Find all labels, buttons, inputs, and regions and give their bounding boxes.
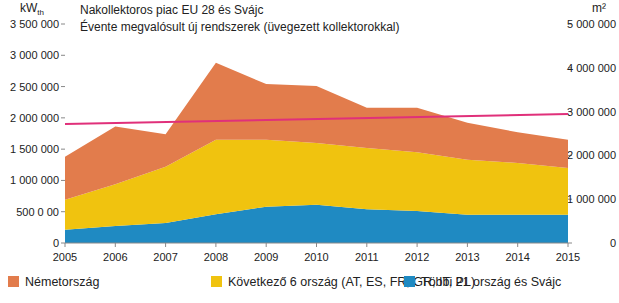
x-tick xyxy=(65,243,66,247)
y-axis-label: kWth xyxy=(20,1,44,17)
x-tick xyxy=(266,243,267,247)
y-tick-label: 0 xyxy=(53,237,59,249)
x-tick-label: 2007 xyxy=(153,251,177,263)
y-tick xyxy=(61,24,65,25)
y2-tick-label: 1 000 000 xyxy=(567,193,616,205)
legend-swatch xyxy=(8,276,19,287)
trend-line xyxy=(65,114,568,124)
legend-label: Többi 21 ország és Svájc xyxy=(421,275,561,289)
x-tick-label: 2008 xyxy=(204,251,228,263)
y2-axis-label: m² xyxy=(592,1,606,15)
x-axis xyxy=(65,243,568,244)
x-tick xyxy=(517,243,518,247)
y-tick-label: 3 500 000 xyxy=(10,18,59,30)
y-tick xyxy=(61,180,65,181)
x-tick xyxy=(316,243,317,247)
x-tick-label: 2013 xyxy=(455,251,479,263)
y-tick-label: 1 000 000 xyxy=(10,174,59,186)
title: Nakollektoros piac EU 28 és Svájc xyxy=(80,3,263,17)
y-tick xyxy=(61,149,65,150)
y2-tick-label: 3 000 000 xyxy=(567,106,616,118)
y-tick-label: 3 000 000 xyxy=(10,49,59,61)
y-tick xyxy=(61,117,65,118)
x-tick-label: 2010 xyxy=(304,251,328,263)
area xyxy=(65,63,568,200)
legend-swatch xyxy=(404,276,415,287)
y-tick-label: 2 000 000 xyxy=(10,112,59,124)
y-tick xyxy=(61,211,65,212)
y-tick xyxy=(61,55,65,56)
legend-label: Németország xyxy=(25,275,99,289)
x-tick-label: 2011 xyxy=(355,251,379,263)
legend-swatch xyxy=(211,276,222,287)
x-tick-label: 2014 xyxy=(505,251,529,263)
y2-tick xyxy=(568,243,572,244)
x-tick xyxy=(417,243,418,247)
x-tick xyxy=(215,243,216,247)
x-tick xyxy=(568,243,569,247)
x-tick xyxy=(115,243,116,247)
y2-tick-label: 0 xyxy=(610,237,616,249)
y2-tick-label: 5 000 000 xyxy=(567,18,616,30)
y-tick xyxy=(61,243,65,244)
y2-tick-label: 4 000 000 xyxy=(567,62,616,74)
chart: Nakollektoros piac EU 28 és Svájc Évente … xyxy=(0,0,619,303)
x-tick-label: 2015 xyxy=(556,251,580,263)
subtitle: Évente megvalósult új rendszerek (üvegez… xyxy=(80,19,400,34)
x-tick-label: 2006 xyxy=(103,251,127,263)
y-tick xyxy=(61,86,65,87)
y2-tick-label: 2 000 000 xyxy=(567,149,616,161)
x-tick xyxy=(467,243,468,247)
x-tick xyxy=(165,243,166,247)
plot-area xyxy=(65,63,568,243)
x-tick-label: 2005 xyxy=(53,251,77,263)
x-tick xyxy=(366,243,367,247)
y-tick-label: 2 500 000 xyxy=(10,81,59,93)
x-tick-label: 2009 xyxy=(254,251,278,263)
y-tick-label: 500 0 00 xyxy=(16,206,59,218)
y-tick-label: 1 500 000 xyxy=(10,143,59,155)
x-tick-label: 2012 xyxy=(405,251,429,263)
